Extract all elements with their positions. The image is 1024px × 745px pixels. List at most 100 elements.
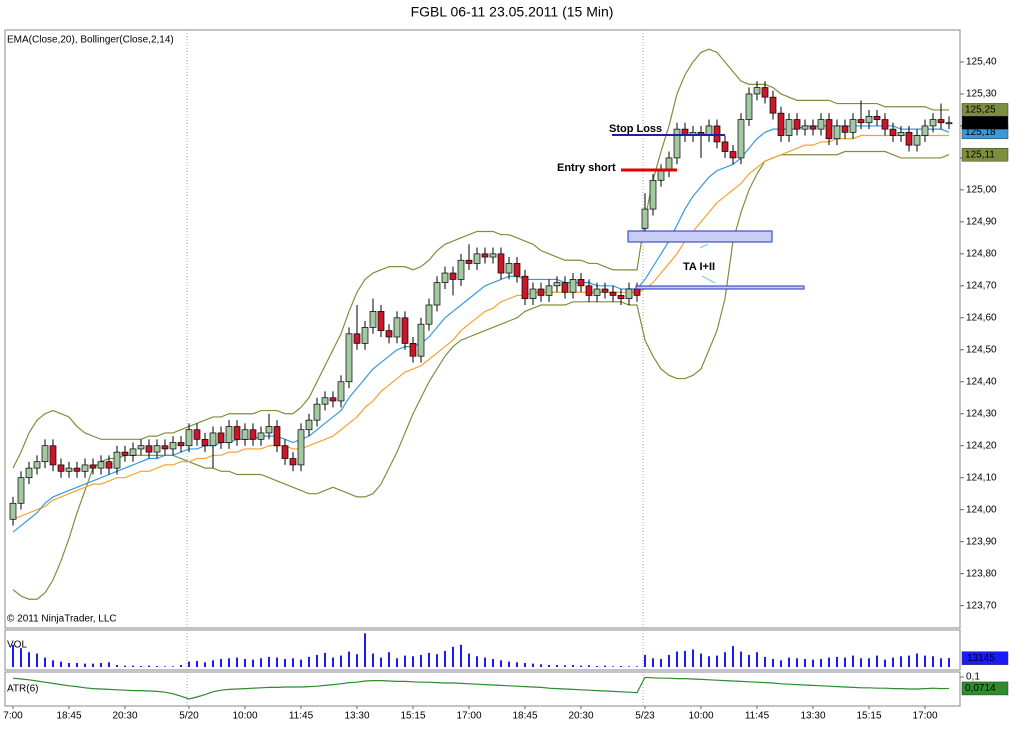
atr-panel	[4, 671, 961, 707]
plot-area: 125,40125,30125,20125,10125,00124,90124,…	[3, 48, 1009, 722]
volume-bar	[36, 653, 38, 667]
volume-bar	[556, 664, 558, 667]
volume-bar	[164, 666, 166, 667]
indicator-label: EMA(Close,20), Bollinger(Close,2,14)	[7, 35, 174, 46]
x-tick-label: 5/20	[179, 711, 199, 722]
price-marker	[961, 681, 1009, 696]
volume-bar	[196, 660, 198, 667]
price-marker-label: 125,21	[965, 117, 996, 128]
volume-bar	[212, 660, 214, 667]
copyright: © 2011 NinjaTrader, LLC	[7, 614, 117, 625]
candle-body	[105, 461, 113, 469]
volume-bar	[452, 646, 454, 667]
candle-body	[361, 327, 369, 344]
volume-bar	[652, 658, 654, 667]
y-tick-label: 124,90	[966, 217, 997, 228]
candle-body	[113, 451, 121, 469]
x-tick-label: 20:30	[112, 711, 137, 722]
candle-body	[617, 295, 625, 299]
volume-bar	[148, 665, 150, 667]
candle-body	[177, 442, 185, 447]
candle-body	[73, 467, 81, 472]
price-marker-label: 125,11	[965, 149, 995, 160]
candle-body	[553, 282, 561, 287]
candle-body	[465, 259, 473, 264]
volume-bar	[412, 656, 414, 667]
candle-body	[385, 330, 393, 338]
candle-body	[585, 285, 593, 296]
volume-bar	[756, 652, 758, 667]
y-tick-label: 124,60	[966, 312, 997, 323]
candle-body	[393, 317, 401, 338]
volume-bar	[76, 662, 78, 667]
volume-bar	[364, 633, 366, 667]
candle-body	[97, 461, 105, 469]
x-tick-label: 10:00	[688, 711, 713, 722]
volume-bar	[644, 654, 646, 667]
volume-bar	[740, 651, 742, 667]
price-marker-label: 125,25	[965, 105, 996, 116]
candle-body	[241, 429, 249, 440]
candle-body	[633, 288, 641, 296]
volume-bar	[172, 666, 174, 667]
candle-body	[161, 445, 169, 450]
candle-body	[905, 131, 913, 146]
y-tick-label: 124,20	[966, 440, 997, 451]
candle-body	[649, 179, 657, 210]
volume-bar	[500, 660, 502, 667]
volume-bar	[340, 655, 342, 667]
volume-bar	[156, 665, 158, 667]
candle-body	[537, 288, 545, 296]
candle-body	[329, 397, 337, 402]
volume-bar	[828, 657, 830, 667]
volume-bar	[12, 644, 14, 667]
volume-bar	[796, 658, 798, 667]
candle-body	[833, 125, 841, 140]
x-tick-label: 13:30	[344, 711, 369, 722]
volume-bar	[244, 658, 246, 667]
candle-body	[881, 119, 889, 130]
candle-body	[801, 125, 809, 130]
candle-body	[641, 208, 649, 229]
candle-body	[889, 128, 897, 136]
y-tick-label: 124,40	[966, 376, 997, 387]
candle-body	[49, 445, 57, 466]
annotation: Entry short	[557, 162, 616, 174]
volume-bar	[68, 662, 70, 667]
candle-body	[593, 288, 601, 296]
volume-bar	[708, 656, 710, 667]
candle-body	[57, 464, 65, 472]
annotation: Stop Loss	[609, 123, 662, 135]
volume-bar	[204, 662, 206, 667]
volume-bar	[268, 656, 270, 667]
drawing-objects: Stop Loss Entry short TA I+II	[557, 123, 805, 290]
candle-body	[513, 263, 521, 277]
volume-bar	[428, 652, 430, 667]
candle-body	[377, 311, 385, 331]
candle-body	[577, 279, 585, 287]
volume-bar	[100, 662, 102, 667]
price-marker	[961, 115, 1009, 130]
volume-bar	[716, 655, 718, 667]
candle-body	[137, 445, 145, 450]
volume-bar	[316, 654, 318, 667]
atr-label: ATR(6)	[7, 684, 38, 695]
volume-bar	[20, 648, 22, 667]
atr-line	[12, 676, 950, 700]
candle-body	[337, 381, 345, 402]
volume-bar	[380, 657, 382, 667]
candle-body	[129, 448, 137, 456]
volume-bar	[684, 650, 686, 667]
volume-bar	[324, 652, 326, 667]
volume-bar	[836, 656, 838, 667]
candle-body	[353, 333, 361, 344]
volume-bar	[892, 657, 894, 667]
volume-bar	[276, 657, 278, 667]
volume-bar	[348, 651, 350, 667]
volume-bar	[52, 660, 54, 667]
volume-bar	[636, 666, 638, 667]
price-marker	[961, 147, 1009, 162]
candle-body	[185, 429, 193, 447]
candle-body	[265, 426, 273, 434]
